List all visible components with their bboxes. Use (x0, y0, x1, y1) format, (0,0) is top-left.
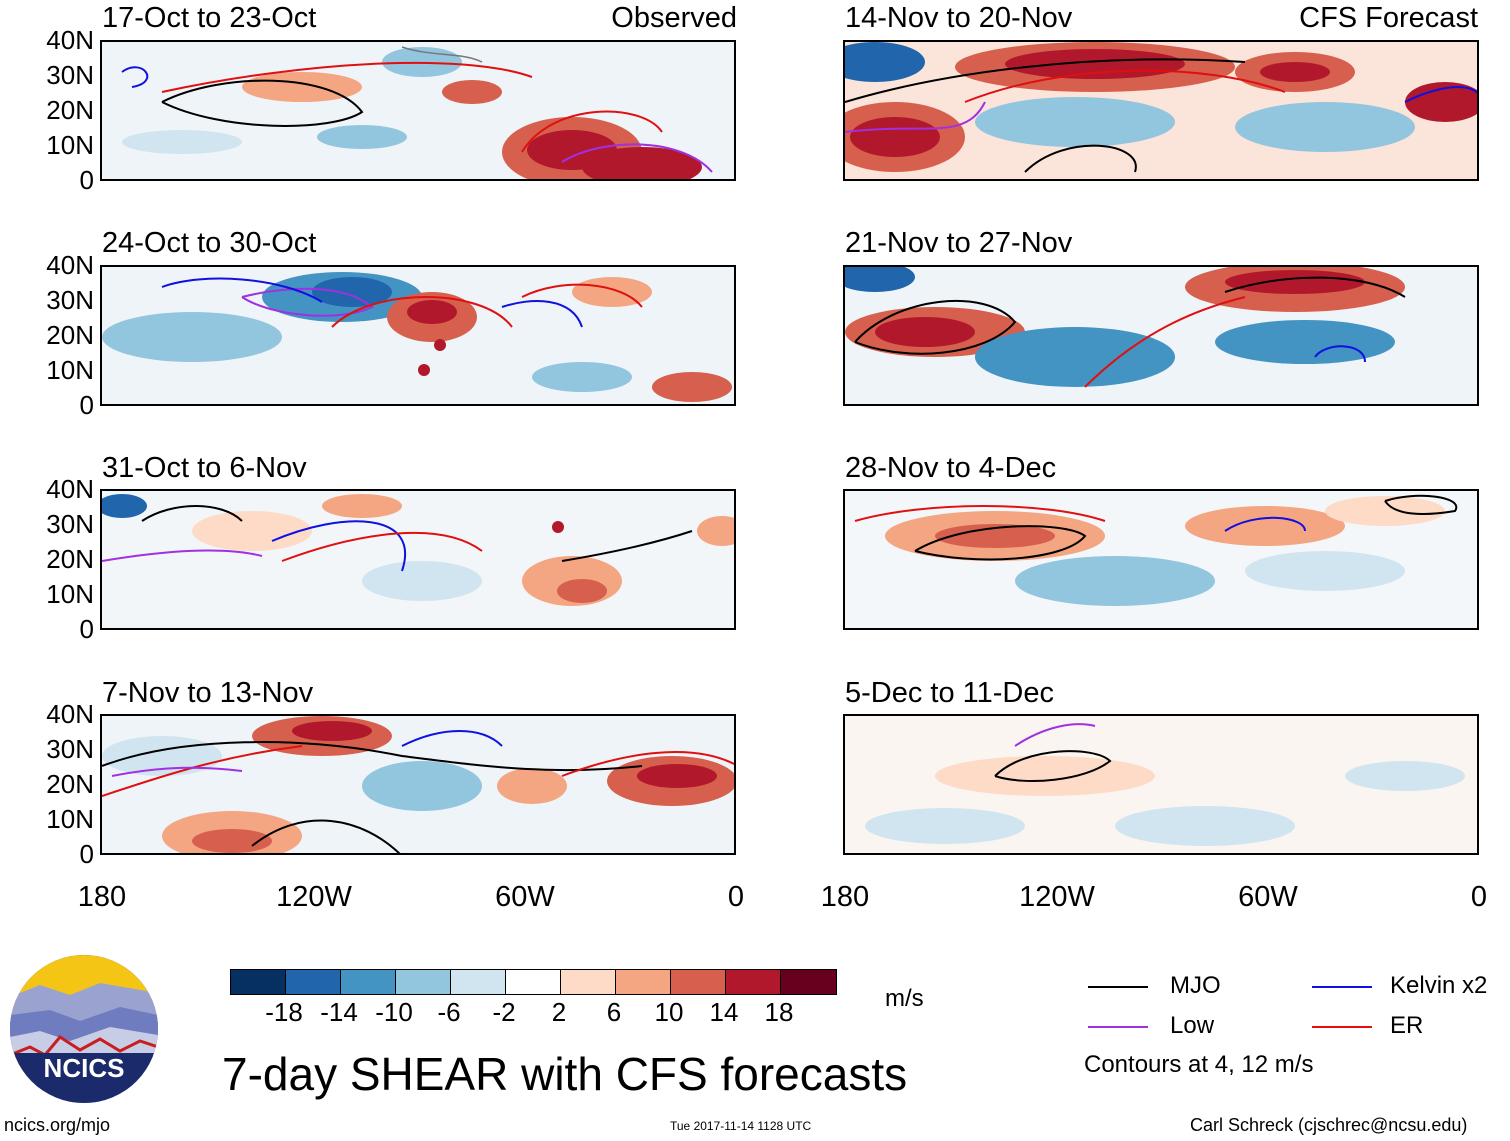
panel-title-right-3: 28-Nov to 4-Dec (845, 452, 1057, 484)
lat-label: 10N (46, 130, 94, 160)
colorbar-swatch (726, 970, 781, 994)
colorbar-tick-label: 2 (551, 997, 567, 1027)
lat-label: 0 (79, 165, 94, 195)
lon-label: 60W (495, 881, 555, 913)
legend-label-low: Low (1170, 1012, 1215, 1039)
colorbar-tick-label: -14 (320, 997, 358, 1027)
panel-title-left-4: 7-Nov to 13-Nov (102, 677, 314, 709)
legend-line-mjo (1088, 986, 1148, 988)
lat-label: 20N (46, 95, 94, 125)
colorbar-tick-label: 6 (606, 997, 622, 1027)
panel-title-left-2: 24-Oct to 30-Oct (102, 227, 317, 259)
lon-label: 0 (1470, 881, 1488, 913)
lon-label: 120W (1019, 881, 1095, 913)
lat-label: 40N (46, 25, 94, 55)
lat-label: 10N (46, 804, 94, 834)
lon-label: 60W (1238, 881, 1298, 913)
shear-field-cfs-3 (845, 491, 1477, 628)
colorbar-swatch (396, 970, 451, 994)
lat-label: 40N (46, 250, 94, 280)
colorbar-swatch (231, 970, 286, 994)
lat-label: 0 (79, 614, 94, 644)
lat-label: 0 (79, 390, 94, 420)
colorbar-tick-label: -2 (492, 997, 516, 1027)
map-panel-obs-1 (100, 40, 736, 181)
shear-field-cfs-2 (845, 267, 1477, 404)
colorbar-units: m/s (885, 985, 924, 1012)
shear-field-obs-2 (102, 267, 734, 404)
panel-title-right-4: 5-Dec to 11-Dec (845, 677, 1054, 709)
colorbar-swatch (451, 970, 506, 994)
map-panel-obs-4 (100, 714, 736, 855)
lat-label: 40N (46, 474, 94, 504)
legend-label-er: ER (1390, 1012, 1424, 1039)
lat-label: 30N (46, 60, 94, 90)
legend-label-mjo: MJO (1170, 972, 1221, 999)
lon-label: 180 (77, 881, 127, 913)
lat-label: 30N (46, 509, 94, 539)
shear-field-obs-1 (102, 42, 734, 179)
cfs-forecast-label: CFS Forecast (1299, 2, 1478, 34)
legend-line-kelvin (1312, 986, 1372, 988)
colorbar-tick-label: 10 (654, 997, 684, 1027)
lon-label: 120W (276, 881, 352, 913)
lat-label: 20N (46, 769, 94, 799)
map-panel-cfs-4 (843, 714, 1479, 855)
map-panel-obs-3 (100, 489, 736, 630)
map-panel-cfs-3 (843, 489, 1479, 630)
lat-label: 20N (46, 544, 94, 574)
colorbar-tick-label: 14 (709, 997, 739, 1027)
observed-label: Observed (611, 2, 737, 34)
footer-url[interactable]: ncics.org/mjo (4, 1115, 111, 1135)
lat-label: 40N (46, 699, 94, 729)
panel-title-right-1: 14-Nov to 20-Nov (845, 2, 1073, 34)
legend-label-kelvin: Kelvin x2 (1390, 972, 1488, 999)
footer-author: Carl Schreck (cjschrec@ncsu.edu) (1190, 1115, 1468, 1135)
contours-note: Contours at 4, 12 m/s (1084, 1051, 1314, 1078)
lat-label: 30N (46, 734, 94, 764)
map-panel-cfs-2 (843, 265, 1479, 406)
lat-label: 20N (46, 320, 94, 350)
colorbar-tick-label: -6 (437, 997, 461, 1027)
legend-line-low (1088, 1026, 1148, 1028)
colorbar-swatch (286, 970, 341, 994)
colorbar-tick-label: -10 (375, 997, 413, 1027)
shear-field-obs-3 (102, 491, 734, 628)
logo-mountains-icon (10, 955, 158, 1103)
panel-title-right-2: 21-Nov to 27-Nov (845, 227, 1073, 259)
shear-field-cfs-1 (845, 42, 1477, 179)
colorbar-swatch (781, 970, 836, 994)
colorbar (230, 969, 837, 995)
lat-label: 30N (46, 285, 94, 315)
colorbar-swatch (671, 970, 726, 994)
colorbar-swatch (616, 970, 671, 994)
colorbar-tick-label: -18 (265, 997, 303, 1027)
footer-timestamp: Tue 2017-11-14 1128 UTC (670, 1119, 812, 1133)
lon-label: 180 (820, 881, 870, 913)
colorbar-swatch (561, 970, 616, 994)
lat-label: 0 (79, 839, 94, 869)
colorbar-swatch (506, 970, 561, 994)
logo-text: NCICS (43, 1053, 125, 1083)
map-panel-obs-2 (100, 265, 736, 406)
lon-label: 0 (727, 881, 745, 913)
ncics-logo: NCICS (10, 955, 158, 1103)
panel-title-left-3: 31-Oct to 6-Nov (102, 452, 307, 484)
map-panel-cfs-1 (843, 40, 1479, 181)
panel-title-left-1: 17-Oct to 23-Oct (102, 2, 317, 34)
colorbar-tick-label: 18 (764, 997, 794, 1027)
shear-field-cfs-4 (845, 716, 1477, 853)
legend-line-er (1312, 1026, 1372, 1028)
lat-label: 10N (46, 579, 94, 609)
colorbar-swatch (341, 970, 396, 994)
shear-field-obs-4 (102, 716, 734, 853)
main-title: 7-day SHEAR with CFS forecasts (222, 1048, 908, 1100)
lat-label: 10N (46, 355, 94, 385)
